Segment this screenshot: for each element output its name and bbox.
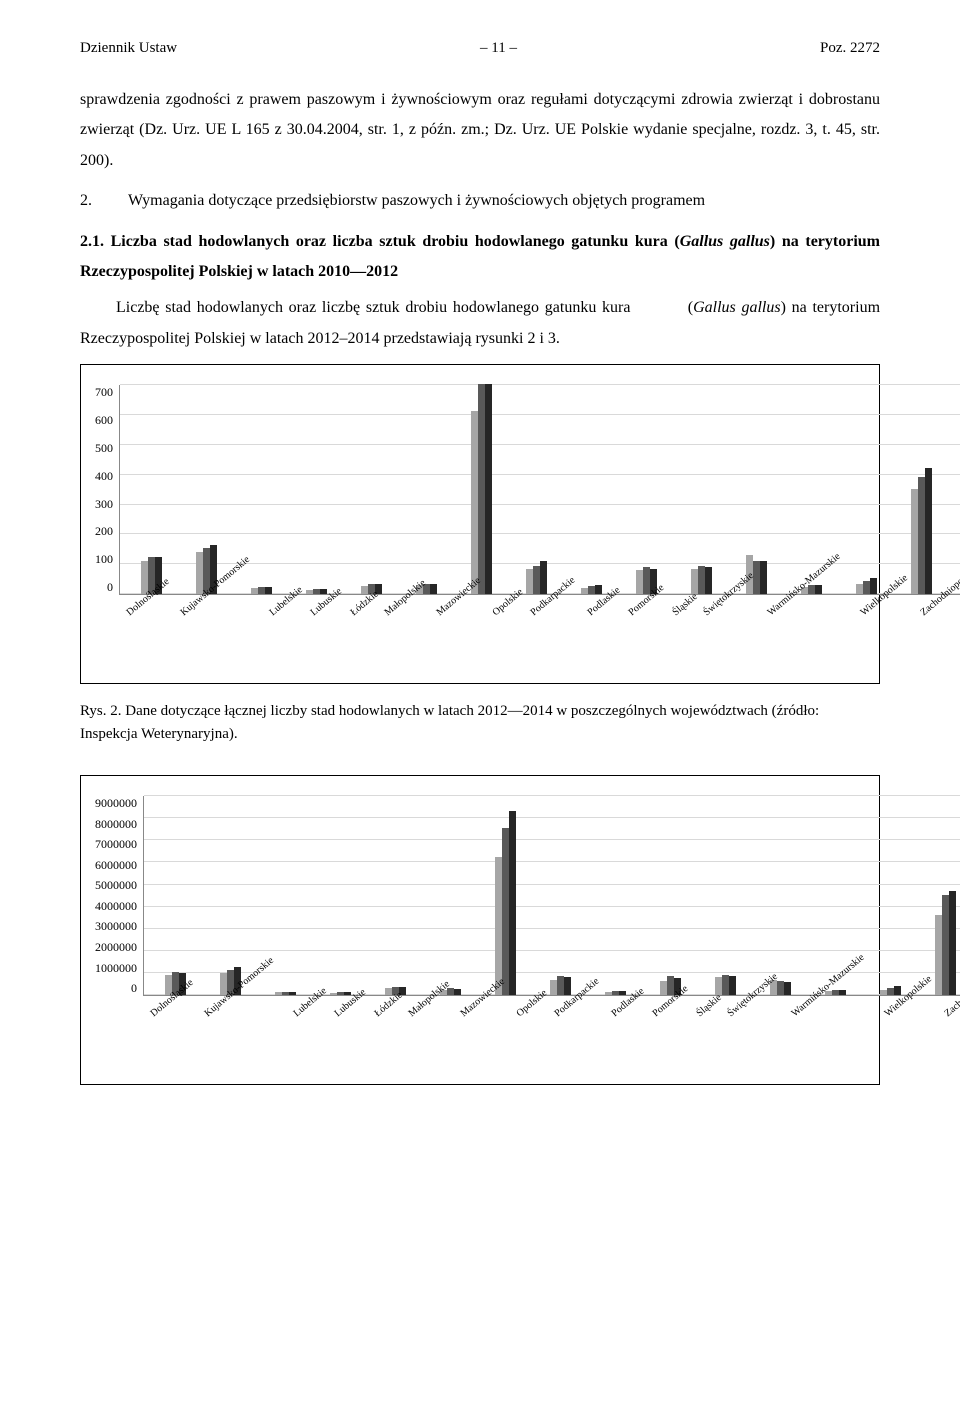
bar bbox=[722, 975, 729, 995]
chart-1-box: 7006005004003002001000 DolnośląskieKujaw… bbox=[80, 364, 880, 684]
bar bbox=[595, 585, 602, 594]
chart-2-xlabels: DolnośląskieKujawsko-PomorskieLubelskieL… bbox=[143, 1002, 960, 1070]
ytick-label: 1000000 bbox=[95, 961, 137, 976]
bar bbox=[918, 477, 925, 594]
bar bbox=[911, 489, 918, 594]
bar bbox=[509, 811, 516, 995]
bar bbox=[698, 566, 705, 595]
caption-1: Rys. 2. Dane dotyczące łącznej liczby st… bbox=[80, 700, 880, 745]
ytick-label: 8000000 bbox=[95, 817, 137, 832]
paragraph-1: sprawdzenia zgodności z prawem paszowym … bbox=[80, 85, 880, 176]
ytick-label: 300 bbox=[95, 497, 113, 512]
bar bbox=[485, 384, 492, 594]
ytick-label: 4000000 bbox=[95, 899, 137, 914]
bar bbox=[550, 980, 557, 996]
ytick-label: 200 bbox=[95, 524, 113, 539]
ytick-label: 700 bbox=[95, 385, 113, 400]
bar bbox=[337, 992, 344, 995]
ytick-label: 600 bbox=[95, 413, 113, 428]
ytick-label: 5000000 bbox=[95, 878, 137, 893]
bar bbox=[306, 590, 313, 595]
bar bbox=[330, 993, 337, 995]
bar bbox=[942, 895, 949, 995]
chart-2-yaxis: 9000000 8000000 7000000 6000000 5000000 40000… bbox=[95, 796, 143, 996]
ytick-label: 100 bbox=[95, 552, 113, 567]
bar bbox=[870, 578, 877, 595]
bar bbox=[705, 567, 712, 594]
bar bbox=[949, 891, 956, 995]
paragraph-3: Liczbę stad hodowlanych oraz liczbę sztu… bbox=[80, 293, 880, 354]
h21-ital: Gallus gallus bbox=[680, 233, 770, 250]
bar bbox=[660, 981, 667, 995]
bar bbox=[588, 586, 595, 594]
ytick-label: 6000000 bbox=[95, 858, 137, 873]
bar bbox=[564, 977, 571, 995]
bar-group bbox=[698, 975, 753, 995]
page-header: Dziennik Ustaw – 11 – Poz. 2272 bbox=[80, 40, 880, 57]
para2-num: 2. bbox=[80, 186, 128, 216]
header-left: Dziennik Ustaw bbox=[80, 40, 177, 57]
header-center: – 11 – bbox=[480, 40, 517, 57]
header-right: Poz. 2272 bbox=[820, 40, 880, 57]
p3-ital: Gallus gallus bbox=[693, 299, 781, 316]
chart-2: 9000000 8000000 7000000 6000000 5000000 40000… bbox=[95, 796, 865, 1070]
ytick-label: 0 bbox=[107, 580, 113, 595]
bar bbox=[526, 569, 533, 595]
ytick-label: 0 bbox=[131, 981, 137, 996]
chart-1-xlabels: DolnośląskieKujawsko-PomorskieLubelskieL… bbox=[119, 601, 960, 669]
bar bbox=[925, 468, 932, 594]
ytick-label: 3000000 bbox=[95, 919, 137, 934]
bar bbox=[557, 976, 564, 995]
bar bbox=[636, 570, 643, 594]
ytick-label: 7000000 bbox=[95, 837, 137, 852]
bar bbox=[478, 384, 485, 594]
bar bbox=[533, 566, 540, 595]
bar bbox=[495, 857, 502, 995]
bar-group bbox=[478, 811, 533, 995]
bar-group bbox=[674, 566, 729, 595]
bar bbox=[729, 976, 736, 995]
bar bbox=[935, 915, 942, 995]
h21-a: 2.1. Liczba stad hodowlanych oraz liczba… bbox=[80, 233, 680, 250]
chart-1-yaxis: 700 600 500 400 300 200 100 0 bbox=[95, 385, 119, 595]
para2-text: Wymagania dotyczące przedsiębiorstw pasz… bbox=[128, 192, 705, 209]
ytick-label: 400 bbox=[95, 469, 113, 484]
p3a: Liczbę stad hodowlanych oraz liczbę sztu… bbox=[116, 299, 630, 316]
bar bbox=[502, 828, 509, 995]
chart-1: 7006005004003002001000 DolnośląskieKujaw… bbox=[95, 385, 865, 669]
bar bbox=[612, 991, 619, 995]
bar-group bbox=[454, 384, 509, 594]
bar bbox=[619, 991, 626, 995]
paragraph-2: 2.Wymagania dotyczące przedsiębiorstw pa… bbox=[80, 186, 880, 216]
chart-2-box: 9000000 8000000 7000000 6000000 5000000 40000… bbox=[80, 775, 880, 1085]
bar bbox=[471, 411, 478, 594]
heading-2-1: 2.1. Liczba stad hodowlanych oraz liczba… bbox=[80, 227, 880, 288]
bar bbox=[540, 561, 547, 594]
ytick-label: 9000000 bbox=[95, 796, 137, 811]
bar bbox=[313, 589, 320, 594]
ytick-label: 500 bbox=[95, 441, 113, 456]
ytick-label: 2000000 bbox=[95, 940, 137, 955]
bar bbox=[196, 552, 203, 594]
